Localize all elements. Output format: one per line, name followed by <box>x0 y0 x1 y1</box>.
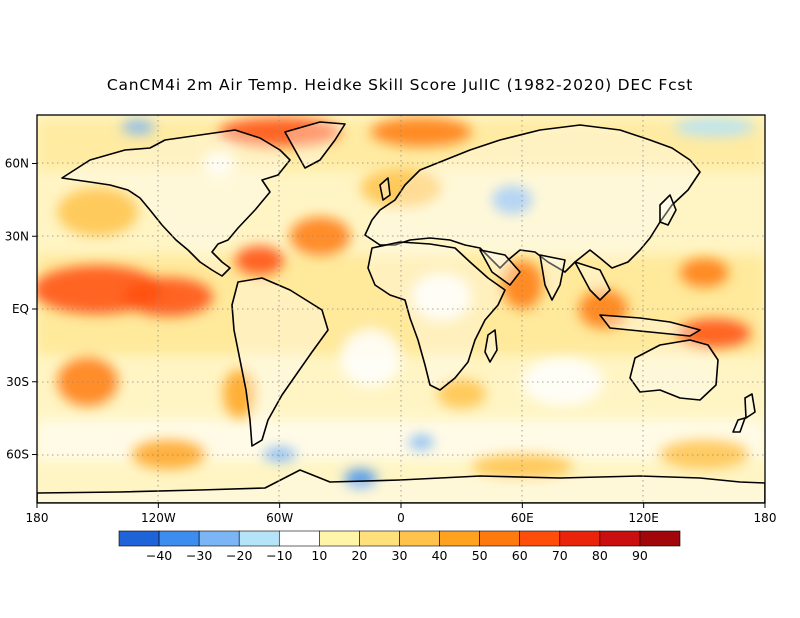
south-america-coast <box>231 277 329 447</box>
colorbar-label: −40 <box>146 548 172 563</box>
anomaly-region-21 <box>263 447 296 462</box>
anomaly-region-17 <box>360 168 442 208</box>
colorbar-swatch-12 <box>599 530 641 547</box>
anomaly-region-22 <box>409 435 434 450</box>
anomaly-region-11 <box>132 439 205 470</box>
y-axis: 60N 30N EQ 30S 60S <box>5 157 37 462</box>
anomaly-region-2 <box>235 245 284 276</box>
anomaly-region-19 <box>492 185 533 215</box>
southeast-asia-coast <box>574 261 611 301</box>
colorbar-swatch-10 <box>519 530 561 547</box>
north-america-coast <box>61 129 291 277</box>
x-tick-label: 180 <box>26 511 49 525</box>
x-tick-label: 60E <box>511 511 534 525</box>
colorbar-swatch-4 <box>278 530 320 547</box>
anomaly-region-26 <box>340 328 401 387</box>
colorbar-label: 80 <box>592 548 608 563</box>
anomaly-region-8 <box>502 260 543 309</box>
indonesia-coast <box>599 314 701 337</box>
x-tick-label: 180 <box>754 511 777 525</box>
x-tick-label: 120W <box>141 511 176 525</box>
new-zealand-coast <box>744 393 756 419</box>
arabia-coast <box>479 249 521 286</box>
colorbar-label: 10 <box>311 548 327 563</box>
anomaly-region-5 <box>678 318 751 348</box>
anomaly-region-7 <box>289 216 351 256</box>
y-tick-label: 30N <box>5 229 29 243</box>
colorbar-label: −10 <box>266 548 292 563</box>
new-zealand-south-coast <box>732 417 746 433</box>
colorbar-label: 70 <box>552 548 568 563</box>
africa-coast <box>367 241 506 391</box>
india-coast <box>539 254 566 301</box>
colorbar-swatch-13 <box>639 530 681 547</box>
greenland-coast <box>284 121 346 169</box>
colorbar-swatch-6 <box>359 530 400 547</box>
anomaly-region-24 <box>202 151 236 176</box>
colorbar-swatch-7 <box>399 530 440 547</box>
colorbar-label: 60 <box>512 548 528 563</box>
uk-coast <box>379 177 391 201</box>
anomaly-region-20 <box>344 469 377 489</box>
grid-lines <box>37 115 765 503</box>
colorbar-swatch-1 <box>158 530 200 547</box>
map-area <box>37 115 765 503</box>
x-tick-label: 60W <box>266 511 293 525</box>
y-tick-label: 30S <box>6 375 29 389</box>
anomaly-region-6 <box>680 258 729 288</box>
colorbar-label: 30 <box>392 548 408 563</box>
colorbar-label: 40 <box>432 548 448 563</box>
colorbar-swatch-0 <box>118 530 160 547</box>
anomaly-region-4 <box>370 117 472 147</box>
y-tick-label: 60N <box>5 157 29 171</box>
colorbar-label: −20 <box>226 548 252 563</box>
y-tick-label: EQ <box>12 302 29 316</box>
y-tick-label: 60S <box>6 448 29 462</box>
madagascar-coast <box>484 329 498 363</box>
anomaly-region-13 <box>437 379 486 409</box>
anomaly-region-25 <box>411 272 472 322</box>
eurasia-coast <box>364 124 701 273</box>
colorbar-swatch-5 <box>319 530 360 547</box>
coastlines <box>37 121 765 503</box>
colorbar-label: 90 <box>632 548 648 563</box>
anomaly-region-15 <box>659 439 749 470</box>
colorbar-label: 20 <box>351 548 367 563</box>
anomaly-region-14 <box>471 454 573 479</box>
chart-title: CanCM4i 2m Air Temp. Heidke Skill Score … <box>106 76 694 94</box>
anomaly-region-18 <box>121 119 155 135</box>
colorbar-swatch-3 <box>238 530 280 547</box>
colorbar-swatch-8 <box>439 530 480 547</box>
x-tick-label: 120E <box>628 511 659 525</box>
australia-coast <box>629 339 719 401</box>
colorbar: −40 −30 −20 −10 10 20 30 40 50 60 70 80 90 <box>118 530 681 563</box>
colorbar-label: 50 <box>472 548 488 563</box>
colorbar-swatch-9 <box>479 530 521 547</box>
anomaly-region-16 <box>57 187 139 237</box>
antarctica-coast <box>37 469 765 503</box>
colorbar-swatch-11 <box>559 530 601 547</box>
anomaly-region-1 <box>123 277 213 317</box>
x-tick-label: 0 <box>397 511 405 525</box>
colorbar-label: −30 <box>186 548 212 563</box>
x-axis: 180 120W 60W 0 60E 120E 180 <box>26 503 777 525</box>
anomaly-region-23 <box>674 117 755 137</box>
japan-coast <box>659 194 677 226</box>
colorbar-swatch-2 <box>198 530 240 547</box>
